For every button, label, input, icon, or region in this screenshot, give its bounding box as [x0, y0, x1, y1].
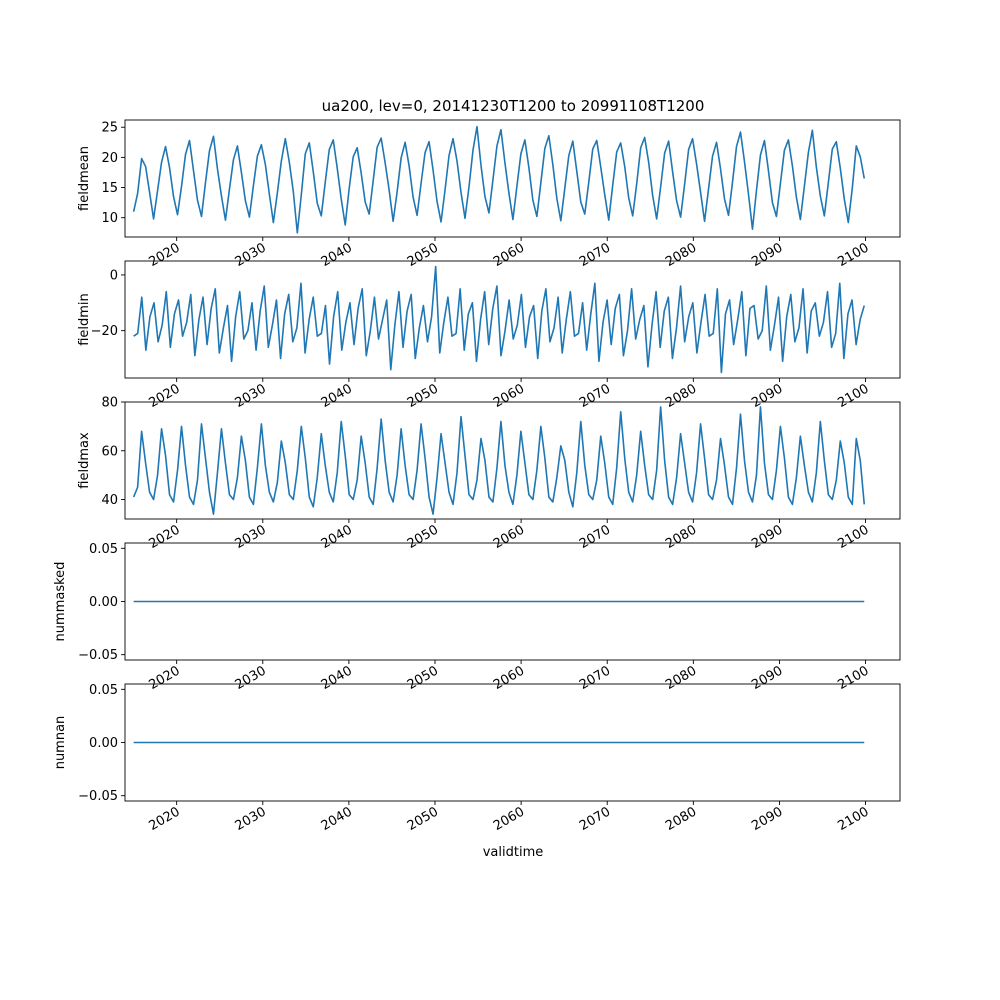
numnan-ytick-label: 0.00	[89, 736, 118, 751]
numnan-y-axis-label: numnan	[53, 716, 68, 770]
fieldmax-ytick-label: 80	[101, 396, 118, 411]
nummasked-ytick-label: −0.05	[78, 648, 118, 663]
fieldmean-ytick-label: 20	[101, 151, 118, 166]
fieldmax-y-axis-label: fieldmax	[77, 432, 92, 489]
x-axis-label: validtime	[483, 845, 544, 860]
nummasked-ytick-label: 0.00	[89, 595, 118, 610]
fieldmean-ytick-label: 25	[101, 121, 118, 136]
fieldmax-axes-frame	[124, 401, 901, 520]
fieldmax-ytick-label: 60	[101, 444, 118, 459]
numnan-ytick-label: 0.05	[89, 683, 118, 698]
numnan-ytick-label: −0.05	[78, 789, 118, 804]
nummasked-ytick-label: 0.05	[89, 542, 118, 557]
fieldmean-series-line	[132, 125, 866, 234]
fieldmean-axes-frame	[124, 119, 901, 238]
fieldmax-ytick-label: 40	[101, 493, 118, 508]
fieldmin-ytick-label: 0	[110, 268, 118, 283]
fieldmin-ytick-label: −20	[91, 324, 118, 339]
figure-title: ua200, lev=0, 20141230T1200 to 20991108T…	[322, 97, 705, 115]
fieldmin-series-line	[133, 265, 866, 374]
fieldmean-y-axis-label: fieldmean	[77, 146, 92, 211]
fieldmean-ytick-label: 15	[101, 181, 118, 196]
fieldmax-series-line	[132, 406, 866, 515]
fieldmin-axes-frame	[124, 260, 901, 379]
fieldmin-y-axis-label: fieldmin	[77, 293, 92, 346]
fieldmean-ytick-label: 10	[101, 211, 118, 226]
nummasked-y-axis-label: nummasked	[53, 562, 68, 642]
